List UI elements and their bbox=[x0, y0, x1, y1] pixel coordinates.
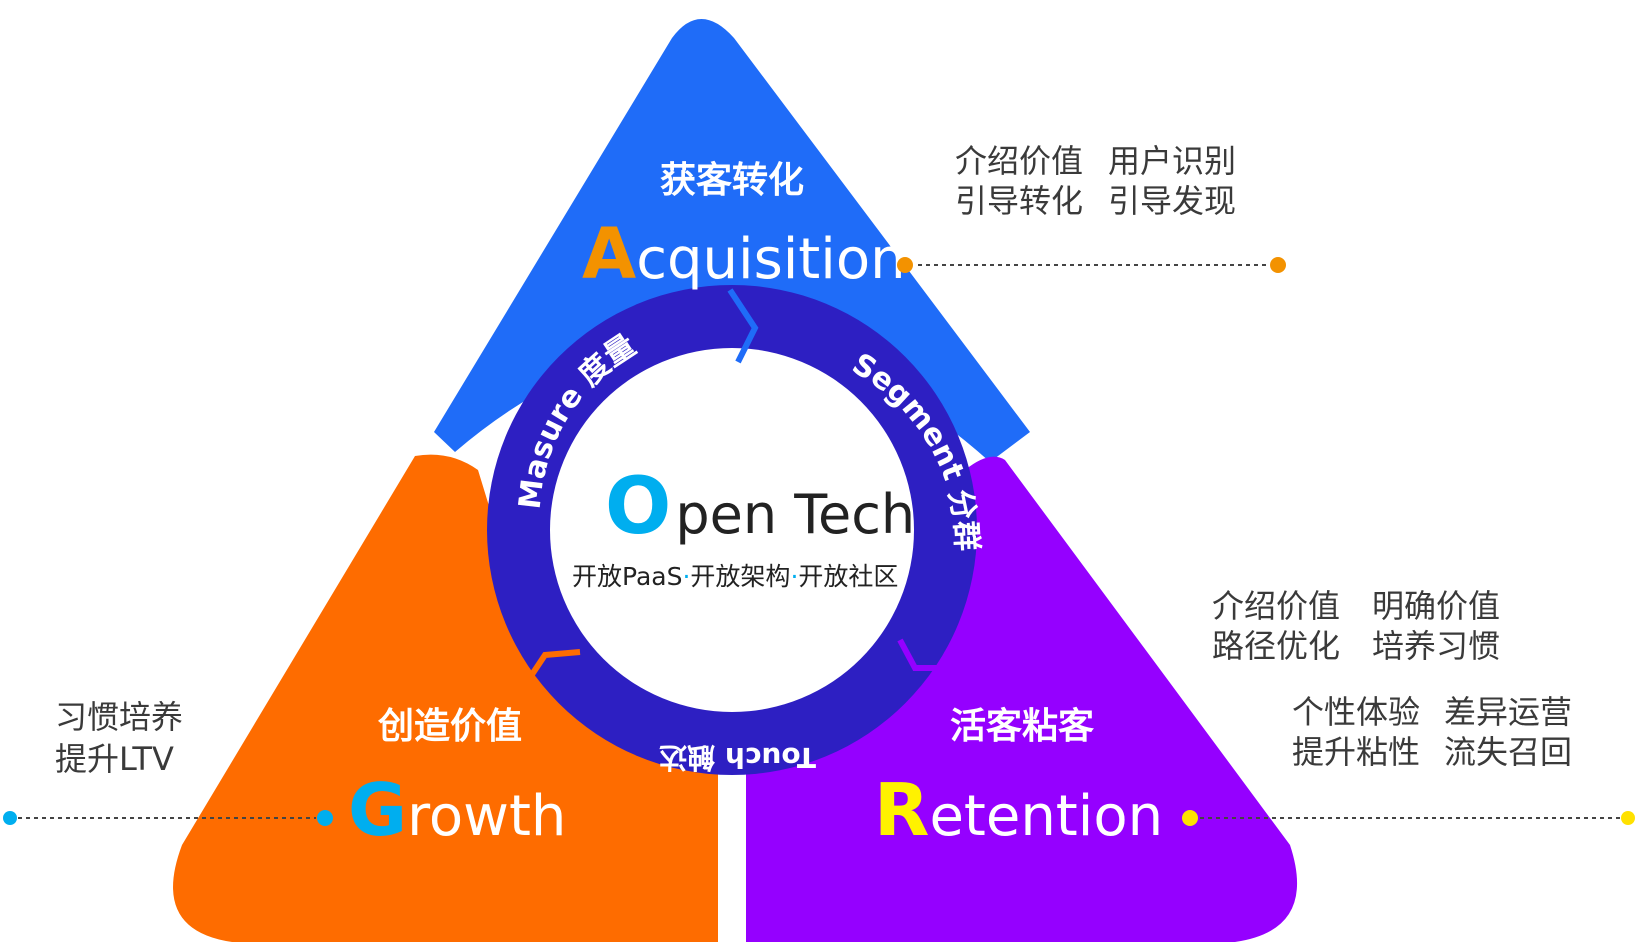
ring-chevron-left bbox=[512, 649, 581, 702]
retention-note-4: 培养习惯 bbox=[1372, 627, 1500, 665]
retention-connector-start bbox=[1182, 810, 1198, 826]
retention-note-2: 明确价值 bbox=[1372, 587, 1500, 625]
retention-note-1: 介绍价值 bbox=[1212, 587, 1340, 625]
acquisition-note-3: 引导转化 bbox=[955, 182, 1083, 220]
ring-label-touch: Touch 触达 bbox=[659, 741, 816, 774]
retention-title: Retention bbox=[874, 768, 1163, 852]
center-title: Open Tech bbox=[605, 462, 915, 552]
growth-note-2: 提升LTV bbox=[55, 740, 174, 778]
acquisition-rest: cquisition bbox=[636, 227, 905, 292]
acquisition-initial: A bbox=[582, 213, 636, 295]
retention-note-6: 差异运营 bbox=[1444, 693, 1572, 731]
center-title-rest: pen Tech bbox=[675, 483, 915, 546]
ring-chevron-right bbox=[897, 638, 955, 671]
acquisition-note-1: 介绍价值 bbox=[955, 142, 1083, 180]
svg-text:Touch 触达: Touch 触达 bbox=[659, 741, 816, 774]
retention-connector-end bbox=[1621, 811, 1635, 825]
acquisition-note-2: 用户识别 bbox=[1108, 142, 1236, 180]
acquisition-connector-end bbox=[1270, 257, 1286, 273]
ring-chevron-top bbox=[727, 288, 759, 364]
center-subtitle: 开放PaaS·开放架构·开放社区 bbox=[572, 562, 898, 591]
retention-note-3: 路径优化 bbox=[1212, 627, 1340, 665]
growth-title: Growth bbox=[348, 768, 566, 852]
growth-segment bbox=[173, 454, 720, 942]
acquisition-cn-label: 获客转化 bbox=[660, 160, 804, 201]
acquisition-notes: 介绍价值 用户识别 引导转化 引导发现 bbox=[955, 142, 1236, 220]
acquisition-title: Acquisition bbox=[582, 213, 906, 295]
growth-connector-end bbox=[317, 810, 333, 826]
growth-notes: 习惯培养 提升LTV bbox=[55, 698, 183, 778]
retention-initial: R bbox=[874, 768, 929, 852]
retention-note-8: 流失召回 bbox=[1444, 733, 1572, 771]
growth-note-1: 习惯培养 bbox=[55, 698, 183, 736]
retention-segment bbox=[745, 456, 1298, 942]
growth-cn-label: 创造价值 bbox=[378, 706, 522, 747]
acquisition-note-4: 引导发现 bbox=[1108, 182, 1236, 220]
center-title-initial: O bbox=[605, 462, 671, 552]
center-disc bbox=[550, 348, 914, 712]
retention-note-7: 提升粘性 bbox=[1292, 733, 1420, 771]
retention-notes: 介绍价值 明确价值 路径优化 培养习惯 个性体验 差异运营 提升粘性 流失召回 bbox=[1212, 587, 1572, 771]
retention-note-5: 个性体验 bbox=[1292, 693, 1420, 731]
growth-initial: G bbox=[348, 768, 407, 852]
retention-rest: etention bbox=[929, 784, 1163, 849]
growth-rest: rowth bbox=[407, 784, 566, 849]
growth-connector-start bbox=[3, 811, 17, 825]
retention-cn-label: 活客粘客 bbox=[950, 706, 1094, 747]
acquisition-connector-start bbox=[897, 257, 913, 273]
